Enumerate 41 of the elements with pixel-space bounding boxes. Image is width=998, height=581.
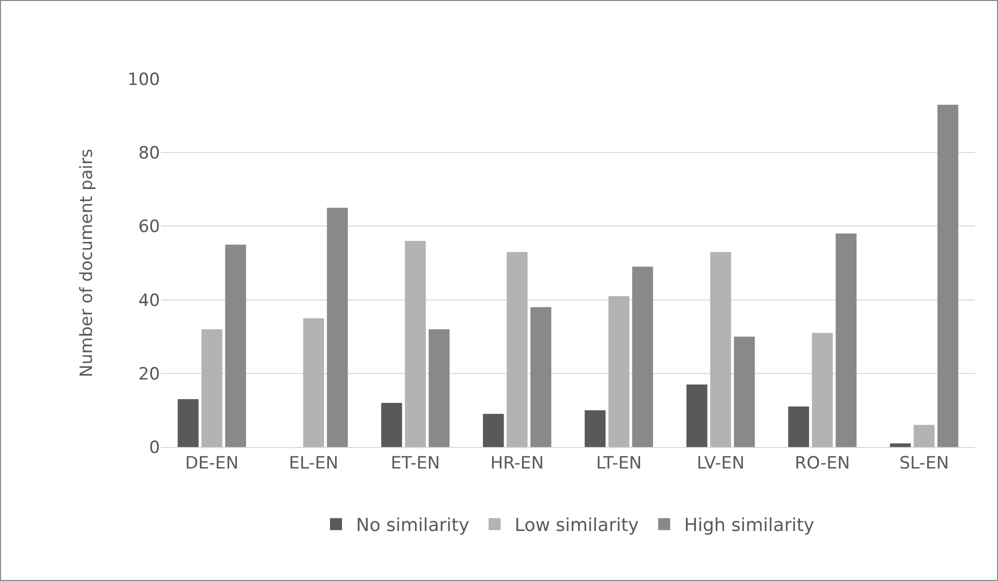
bar	[937, 104, 958, 447]
bar	[812, 332, 833, 447]
y-tick-label: 40	[138, 290, 160, 311]
x-tick-label: EL-EN	[288, 453, 338, 474]
bar	[836, 234, 857, 447]
x-tick-label: RO-EN	[794, 453, 850, 474]
bar	[303, 318, 324, 447]
bar	[890, 443, 911, 447]
bar	[178, 399, 199, 447]
legend-label: High similarity	[684, 515, 815, 536]
x-tick-label: LV-EN	[696, 453, 745, 474]
legend-label: Low similarity	[514, 515, 640, 536]
bar	[788, 406, 810, 447]
y-tick-label: 60	[138, 217, 160, 238]
bar	[201, 329, 222, 447]
bar	[506, 252, 528, 447]
x-tick-label: LT-EN	[596, 453, 642, 474]
x-tick-label: ET-EN	[390, 453, 440, 474]
bar	[710, 252, 732, 447]
bar	[482, 414, 504, 447]
bar	[584, 410, 606, 447]
bar	[632, 266, 654, 447]
bar	[530, 307, 552, 447]
bar	[914, 424, 935, 447]
y-tick-label: 20	[138, 364, 160, 384]
y-tick-label: 80	[138, 144, 160, 164]
x-tick-label: HR-EN	[490, 453, 544, 474]
y-tick-label: 100	[128, 70, 160, 90]
bar	[734, 336, 755, 447]
legend-label: No similarity	[356, 515, 470, 536]
bar	[381, 402, 402, 447]
y-tick-label: 0	[149, 438, 160, 458]
bar	[608, 296, 630, 447]
bar	[225, 244, 246, 447]
bar	[686, 384, 708, 447]
x-tick-label: SL-EN	[899, 453, 949, 474]
bar	[428, 329, 450, 447]
bar	[404, 240, 426, 447]
bar	[326, 208, 348, 447]
y-axis-title: Number of document pairs	[77, 148, 98, 378]
x-tick-label: DE-EN	[185, 453, 239, 474]
